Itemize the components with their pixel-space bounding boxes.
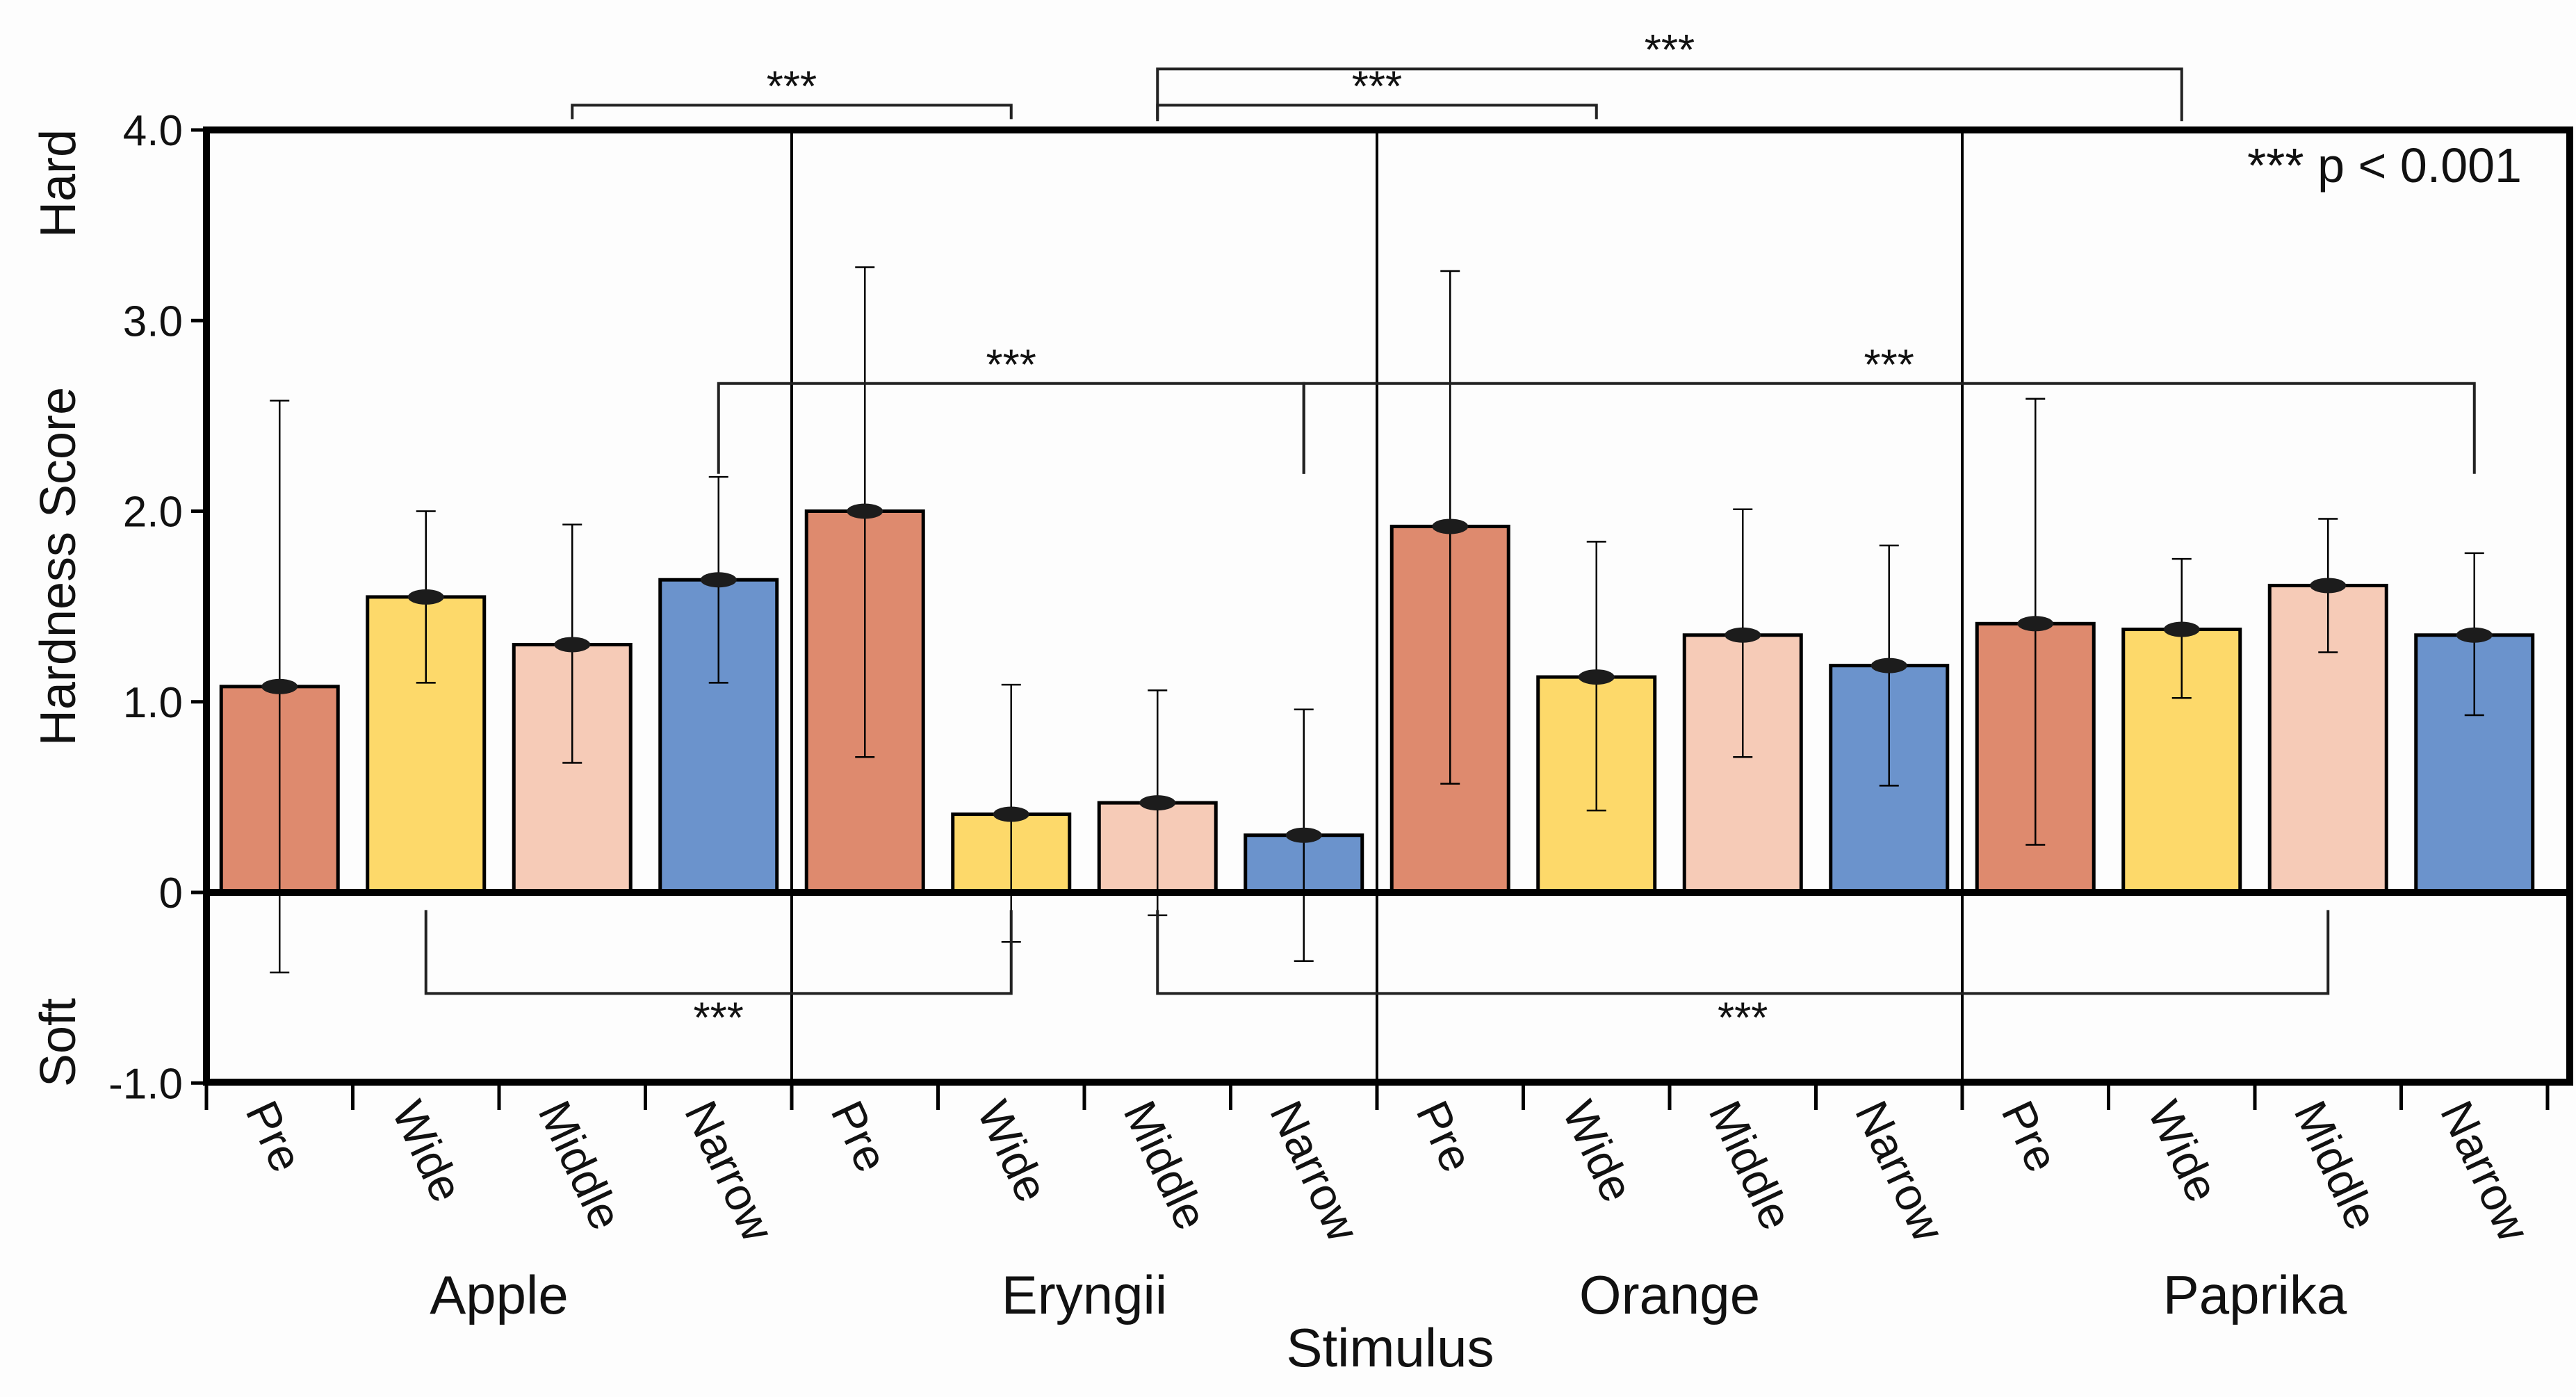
error-bars xyxy=(261,266,2493,974)
mean-marker-eryngii-narrow xyxy=(1285,827,1322,843)
group-label-orange: Orange xyxy=(1579,1264,1760,1325)
significance-label-2: *** xyxy=(1352,63,1402,111)
y-label-soft: Soft xyxy=(31,998,86,1087)
x-axis-title: Stimulus xyxy=(1286,1317,1494,1378)
x-tick-label-eryngii-narrow: Narrow xyxy=(1260,1093,1369,1249)
y-label-hard: Hard xyxy=(31,129,86,238)
mean-marker-orange-middle xyxy=(1725,627,1761,643)
significance-label-7: *** xyxy=(1718,994,1768,1042)
significance-bracket-7 xyxy=(1156,910,2330,995)
y-tick-label-3: 2.0 xyxy=(123,489,183,537)
significance-bracket-3 xyxy=(1156,67,2183,122)
x-tick-label-paprika-narrow: Narrow xyxy=(2431,1093,2540,1249)
y-axis-title: Hardness Score xyxy=(31,387,86,746)
y-axis: -1.0 0 1.0 2.0 3.0 4.0 xyxy=(108,107,206,1108)
x-tick-label-eryngii-wide: Wide xyxy=(968,1093,1059,1210)
x-axis: Pre Wide Middle Narrow Apple Pre Wide Middle Nar… xyxy=(204,1082,2550,1325)
group-dividers xyxy=(790,130,1964,1082)
significance-label-5: *** xyxy=(1864,341,1914,389)
mean-marker-apple-wide xyxy=(407,589,444,605)
y-tick-label-4: 3.0 xyxy=(123,297,183,345)
x-tick-label-orange-pre: Pre xyxy=(1407,1093,1483,1179)
x-tick-label-paprika-middle: Middle xyxy=(2285,1093,2388,1237)
y-tick-label-2: 1.0 xyxy=(123,679,183,727)
group-label-eryngii: Eryngii xyxy=(1002,1264,1167,1325)
mean-marker-eryngii-wide xyxy=(993,806,1029,822)
significance-label-3: *** xyxy=(1645,26,1695,74)
x-tick-label-orange-wide: Wide xyxy=(1553,1093,1644,1210)
x-tick-label-paprika-wide: Wide xyxy=(2138,1093,2229,1210)
significance-bracket-5 xyxy=(1302,382,2476,474)
x-tick-label-orange-narrow: Narrow xyxy=(1845,1093,1955,1249)
x-tick-label-eryngii-middle: Middle xyxy=(1114,1093,1218,1237)
mean-marker-eryngii-middle xyxy=(1139,795,1176,811)
mean-marker-orange-pre xyxy=(1432,518,1469,534)
mean-marker-paprika-wide xyxy=(2163,621,2200,637)
significance-bracket-1 xyxy=(571,104,1013,120)
plot-frame xyxy=(203,126,2573,1086)
mean-marker-apple-middle xyxy=(554,637,591,653)
significance-bracket-4 xyxy=(717,382,1305,474)
significance-label-1: *** xyxy=(767,63,817,111)
x-tick-label-eryngii-pre: Pre xyxy=(822,1093,898,1179)
significance-note: *** p < 0.001 xyxy=(2247,138,2522,193)
x-tick-label-orange-middle: Middle xyxy=(1699,1093,1803,1237)
y-tick-label-0: -1.0 xyxy=(108,1060,183,1108)
x-tick-label-apple-narrow: Narrow xyxy=(675,1093,784,1249)
significance-brackets: *** *** *** *** *** *** *** xyxy=(424,26,2476,1042)
x-tick-label-paprika-pre: Pre xyxy=(1992,1093,2069,1179)
mean-marker-paprika-pre xyxy=(2017,616,2054,632)
x-tick-label-apple-pre: Pre xyxy=(236,1093,313,1179)
group-label-paprika: Paprika xyxy=(2163,1264,2347,1325)
significance-label-4: *** xyxy=(986,341,1036,389)
mean-marker-orange-wide xyxy=(1578,669,1615,685)
mean-marker-apple-narrow xyxy=(700,572,737,588)
mean-marker-apple-pre xyxy=(261,678,298,694)
significance-bracket-6 xyxy=(424,910,1013,995)
group-label-apple: Apple xyxy=(430,1264,569,1325)
mean-marker-eryngii-pre xyxy=(847,503,883,519)
mean-marker-orange-narrow xyxy=(1870,657,1907,673)
x-tick-label-apple-middle: Middle xyxy=(529,1093,633,1237)
mean-marker-paprika-narrow xyxy=(2456,627,2493,643)
significance-label-6: *** xyxy=(694,994,744,1042)
x-tick-label-apple-wide: Wide xyxy=(382,1093,473,1210)
y-tick-label-1: 0 xyxy=(159,869,183,917)
mean-marker-paprika-middle xyxy=(2310,578,2347,594)
y-tick-label-5: 4.0 xyxy=(123,107,183,155)
